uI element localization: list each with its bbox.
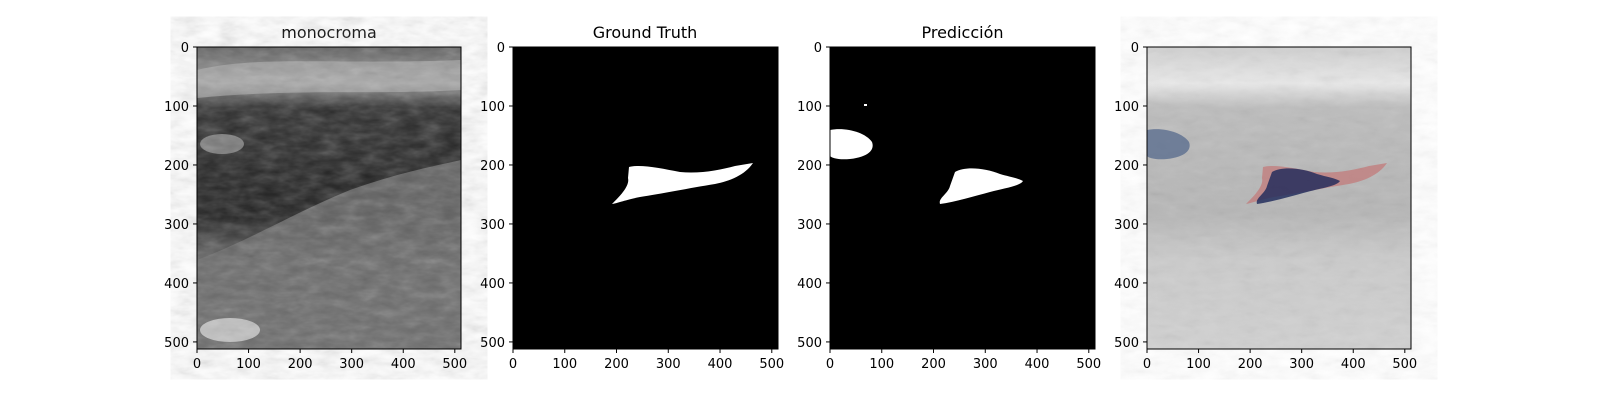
y-tick-label: 0 <box>497 41 505 56</box>
y-tick-label: 200 <box>1114 159 1139 174</box>
x-tick-label: 0 <box>1143 357 1151 372</box>
ground-truth-region <box>612 163 753 204</box>
x-tick-label: 100 <box>1186 357 1211 372</box>
x-tick-label: 100 <box>236 357 261 372</box>
x-tick-label: 200 <box>921 357 946 372</box>
x-tick-label: 500 <box>759 357 784 372</box>
panel-3-frame <box>829 46 1096 350</box>
y-tick-label: 300 <box>797 218 822 233</box>
x-tick-label: 400 <box>1025 357 1050 372</box>
y-tick-label: 200 <box>164 159 189 174</box>
y-tick-label: 400 <box>164 277 189 292</box>
y-tick-label: 100 <box>797 100 822 115</box>
y-tick-label: 500 <box>164 336 189 351</box>
overlay-prediction-main <box>1256 168 1340 204</box>
panel-1-ultrasound-image <box>197 47 461 349</box>
x-tick-label: 300 <box>1289 357 1314 372</box>
x-tick-label: 400 <box>708 357 733 372</box>
y-tick-label: 500 <box>1114 336 1139 351</box>
panel-4-frame <box>1146 46 1412 350</box>
prediction-region-main <box>939 168 1023 204</box>
y-tick-label: 200 <box>797 159 822 174</box>
panel-2-title: Ground Truth <box>592 23 698 42</box>
panel-4-overlay-image <box>1147 47 1411 349</box>
x-tick-label: 0 <box>826 357 834 372</box>
panel-2-mask-image <box>513 47 778 349</box>
x-tick-label: 100 <box>869 357 894 372</box>
x-tick-label: 500 <box>1392 357 1417 372</box>
y-tick-label: 500 <box>797 336 822 351</box>
panel-3-mask-image <box>830 47 1095 349</box>
y-tick-label: 0 <box>181 41 189 56</box>
y-tick-label: 500 <box>480 336 505 351</box>
x-tick-label: 500 <box>1076 357 1101 372</box>
y-tick-label: 300 <box>164 218 189 233</box>
y-tick-label: 0 <box>814 41 822 56</box>
y-tick-label: 100 <box>164 100 189 115</box>
panel-3-title: Predicción <box>921 23 1004 42</box>
y-tick-label: 100 <box>480 100 505 115</box>
x-tick-label: 400 <box>391 357 416 372</box>
x-tick-label: 300 <box>973 357 998 372</box>
y-tick-label: 200 <box>480 159 505 174</box>
y-tick-label: 0 <box>1131 41 1139 56</box>
x-tick-label: 200 <box>288 357 313 372</box>
prediction-region-left <box>830 129 873 160</box>
y-tick-label: 400 <box>1114 277 1139 292</box>
x-tick-label: 0 <box>509 357 517 372</box>
x-tick-label: 300 <box>339 357 364 372</box>
x-tick-label: 300 <box>656 357 681 372</box>
overlay-prediction-left <box>1147 129 1190 160</box>
y-tick-label: 300 <box>1114 218 1139 233</box>
x-tick-label: 200 <box>1238 357 1263 372</box>
y-tick-label: 400 <box>480 277 505 292</box>
y-tick-label: 100 <box>1114 100 1139 115</box>
panel-2-frame <box>512 46 779 350</box>
axis-ticks: 0 100 200 300 400 500 0 100 200 300 400 500 0 100 200 3… <box>164 41 1417 372</box>
panel-1-frame <box>196 46 462 350</box>
x-tick-label: 100 <box>552 357 577 372</box>
x-tick-label: 200 <box>604 357 629 372</box>
y-tick-label: 400 <box>797 277 822 292</box>
y-tick-label: 300 <box>480 218 505 233</box>
x-tick-label: 0 <box>193 357 201 372</box>
x-tick-label: 400 <box>1341 357 1366 372</box>
x-tick-label: 500 <box>442 357 467 372</box>
panel-1-title: monocroma <box>281 23 377 42</box>
